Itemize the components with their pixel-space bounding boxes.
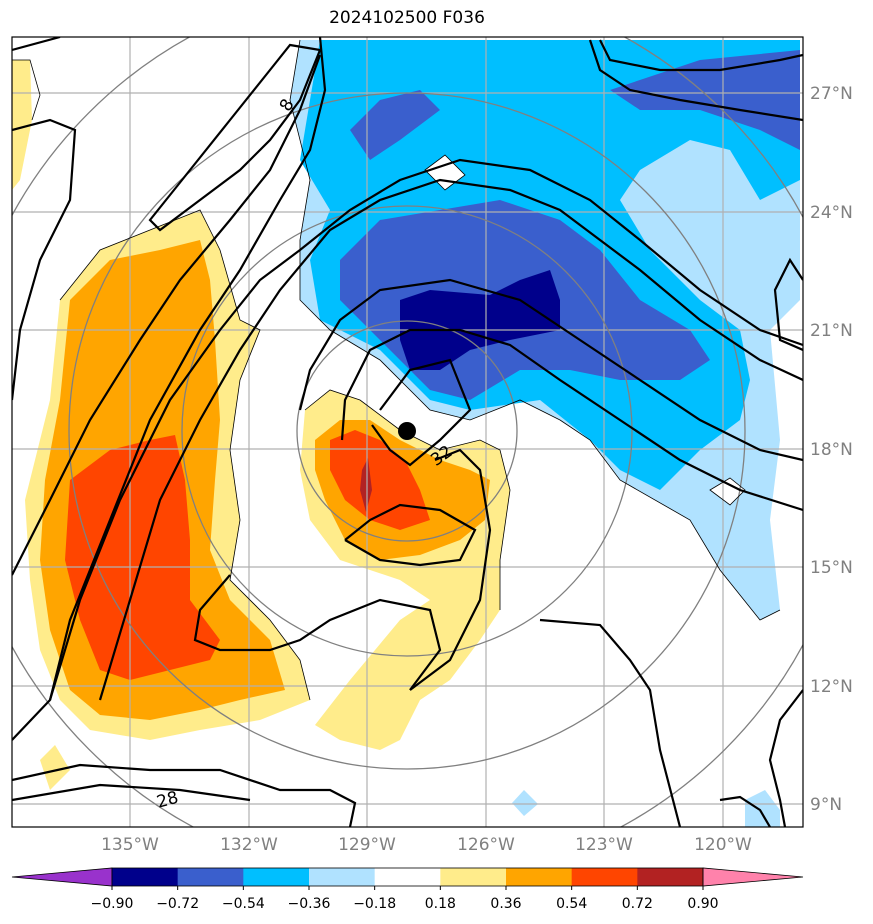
negative-region-dark-north [350,90,440,160]
colorbar-tick-label: 0.36 [490,896,521,912]
negative-spot-se [745,790,780,827]
lon-label-129w: 129°W [338,835,396,855]
colorbar-segment [374,868,441,886]
lon-label-132w: 132°W [220,835,278,855]
colorbar-tick-label: −0.36 [288,896,331,912]
range-rings [12,37,803,827]
lon-label-135w: 135°W [101,835,159,855]
plot-frame [11,36,804,828]
lat-label-21n: 21°N [810,321,853,341]
height-contours [12,37,803,827]
negative-region-dark-ne [610,50,800,150]
gridlines [12,37,803,827]
colorbar-segment [243,868,310,886]
colorbar-tick-label: 0.72 [622,896,653,912]
lon-label-120w: 120°W [694,835,752,855]
colorbar-tick-label: 0.18 [425,896,456,912]
colorbar-frame [111,867,704,887]
map-title: 2024102500 F036 [329,8,485,28]
storm-center-marker [398,422,416,440]
colorbar-tick-label: 0.90 [687,896,718,912]
colorbar-segment [571,868,638,886]
positive-spot-sw [40,745,70,790]
colorbar-segment [506,868,573,886]
colorbar-extend-low [11,867,113,887]
colorbar-segment [637,868,704,886]
thin-contours [12,39,781,701]
colorbar-segment [309,868,376,886]
positive-region-center-core [360,458,372,512]
colorbar-extend-high [702,867,804,887]
colorbar-tick-label: −0.72 [156,896,199,912]
lat-label-18n: 18°N [810,440,853,460]
colorbar-segment [177,868,244,886]
colorbar: −0.90 −0.72 −0.54 −0.36 −0.18 0.18 0.36 0.54 0.7… [11,867,804,912]
colorbar-tick-label: −0.54 [222,896,265,912]
colorbar-segment [440,868,507,886]
negative-spot-south [512,790,538,816]
lat-label-12n: 12°N [810,677,853,697]
contour-label-28: 28 [155,788,181,813]
colorbar-tick-label: −0.18 [353,896,396,912]
lat-label-24n: 24°N [810,203,853,223]
colorbar-tick-label: 0.54 [556,896,587,912]
lat-label-9n: 9°N [810,795,842,815]
lat-label-27n: 27°N [810,84,853,104]
negative-region-core [400,270,560,370]
colorbar-segment [112,868,179,886]
colorbar-tick-label: −0.90 [91,896,134,912]
lon-label-126w: 126°W [457,835,515,855]
lon-label-123w: 123°W [575,835,633,855]
lat-label-15n: 15°N [810,558,853,578]
